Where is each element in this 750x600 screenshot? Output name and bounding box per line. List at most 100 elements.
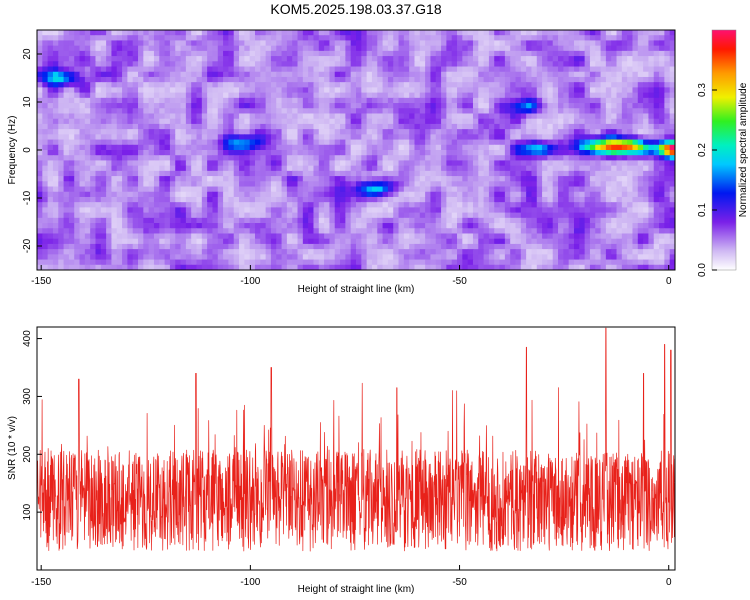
heatmap-cell — [132, 56, 139, 62]
heatmap-cell — [648, 71, 655, 78]
heatmap-cell — [260, 118, 267, 125]
heatmap-cell — [185, 212, 192, 219]
heatmap-cell — [441, 202, 447, 208]
heatmap-cell — [356, 66, 362, 73]
heatmap-cell — [324, 61, 331, 68]
heatmap-cell — [366, 82, 373, 88]
heatmap-cell — [558, 223, 564, 229]
heatmap-cell — [111, 40, 118, 47]
heatmap-cell — [111, 233, 118, 240]
heatmap-cell — [116, 129, 123, 135]
heatmap-cell — [228, 82, 235, 88]
heatmap-cell — [356, 113, 362, 120]
heatmap-cell — [180, 186, 187, 193]
heatmap-cell — [95, 223, 102, 229]
heatmap-cell — [345, 243, 352, 250]
heatmap-cell — [409, 30, 416, 36]
heatmap-cell — [472, 82, 479, 88]
heatmap-cell — [90, 45, 97, 52]
heatmap-cell — [270, 66, 277, 73]
heatmap-cell — [42, 170, 49, 177]
heatmap-cell — [504, 30, 511, 36]
heatmap-cell — [547, 217, 554, 224]
heatmap-cell — [47, 233, 54, 240]
heatmap-cell — [531, 35, 538, 42]
heatmap-cell — [111, 129, 118, 135]
heatmap-cell — [621, 160, 628, 167]
heatmap-cell — [457, 123, 463, 130]
heatmap-cell — [302, 186, 309, 193]
heatmap-cell — [494, 212, 501, 219]
heatmap-cell — [95, 82, 102, 88]
heatmap-cell — [100, 129, 107, 135]
heatmap-cell — [159, 56, 166, 62]
heatmap-cell — [510, 66, 517, 73]
heatmap-cell — [239, 176, 245, 182]
heatmap-cell — [249, 45, 256, 52]
heatmap-cell — [122, 66, 128, 73]
heatmap-cell — [169, 155, 176, 162]
heatmap-cell — [90, 228, 97, 235]
heatmap-cell — [223, 61, 229, 68]
heatmap-cell — [313, 170, 320, 177]
heatmap-cell — [116, 150, 123, 156]
heatmap-cell — [616, 191, 623, 198]
heatmap-cell — [637, 40, 644, 47]
heatmap-cell — [281, 71, 288, 78]
heatmap-cell — [627, 144, 634, 151]
heatmap-cell — [292, 45, 299, 52]
heatmap-cell — [95, 196, 102, 203]
heatmap-cell — [414, 238, 421, 245]
heatmap-cell — [132, 50, 139, 57]
heatmap-cell — [228, 228, 235, 235]
heatmap-cell — [169, 223, 176, 229]
heatmap-cell — [558, 176, 564, 182]
heatmap-cell — [169, 196, 176, 203]
heatmap-cell — [568, 160, 575, 167]
heatmap-cell — [409, 76, 416, 83]
heatmap-cell — [233, 212, 240, 219]
heatmap-cell — [122, 181, 128, 188]
heatmap-cell — [510, 150, 517, 156]
heatmap-cell — [42, 30, 49, 36]
heatmap-cell — [286, 223, 293, 229]
heatmap-cell — [127, 207, 134, 214]
heatmap-cell — [446, 129, 453, 135]
heatmap-cell — [318, 113, 325, 120]
figure-title: KOM5.2025.198.03.37.G18 — [270, 1, 441, 17]
heatmap-cell — [313, 202, 320, 208]
heatmap-cell — [393, 165, 400, 172]
heatmap-cell — [42, 71, 49, 78]
heatmap-cell — [260, 228, 267, 235]
heatmap-cell — [239, 243, 245, 250]
heatmap-cell — [510, 118, 517, 125]
heatmap-cell — [494, 40, 501, 47]
heatmap-cell — [467, 129, 474, 135]
heatmap-cell — [122, 123, 128, 130]
heatmap-cell — [425, 212, 432, 219]
heatmap-cell — [616, 150, 623, 156]
heatmap-cell — [169, 66, 176, 73]
heatmap-cell — [403, 87, 410, 94]
heatmap-cell — [589, 196, 596, 203]
heatmap-cell — [63, 176, 70, 182]
heatmap-cell — [302, 238, 309, 245]
heatmap-cell — [653, 103, 660, 109]
heatmap-cell — [58, 212, 65, 219]
heatmap-cell — [191, 118, 198, 125]
heatmap-cell — [382, 61, 389, 68]
heatmap-cell — [499, 118, 506, 125]
heatmap-cell — [536, 207, 543, 214]
heatmap-cell — [340, 129, 346, 135]
heatmap-cell — [302, 228, 309, 235]
heatmap-cell — [526, 160, 533, 167]
heatmap-cell — [63, 61, 70, 68]
heatmap-cell — [153, 217, 160, 224]
heatmap-cell — [345, 228, 352, 235]
heatmap-cell — [334, 196, 341, 203]
heatmap-cell — [595, 170, 602, 177]
heatmap-cell — [169, 103, 176, 109]
heatmap-cell — [270, 40, 277, 47]
heatmap-cell — [249, 108, 256, 115]
heatmap-cell — [116, 196, 123, 203]
